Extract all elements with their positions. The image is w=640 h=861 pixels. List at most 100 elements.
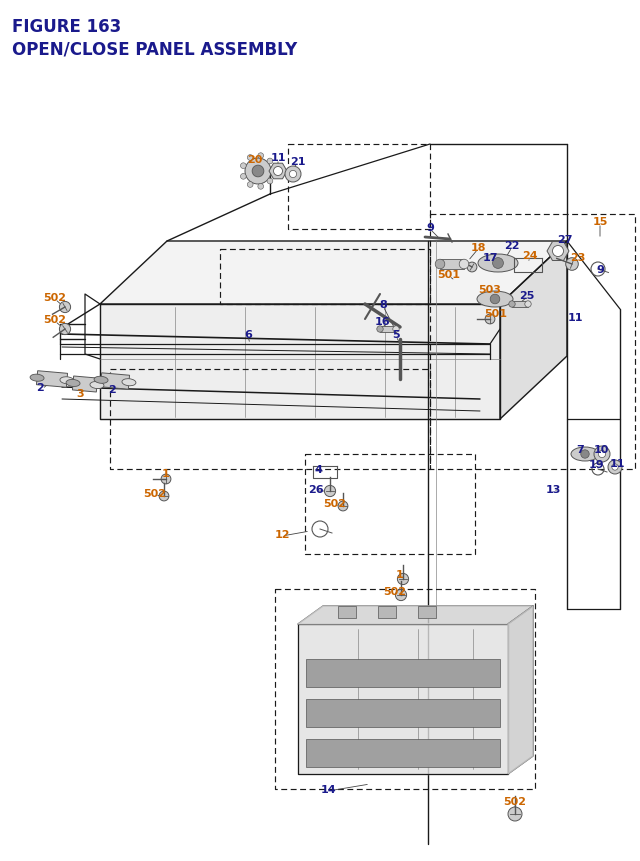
Circle shape: [393, 326, 399, 333]
Text: 502: 502: [44, 293, 67, 303]
Text: 23: 23: [570, 253, 586, 263]
Ellipse shape: [30, 375, 44, 381]
Ellipse shape: [571, 448, 599, 461]
Circle shape: [566, 258, 579, 271]
Text: 24: 24: [522, 251, 538, 261]
Circle shape: [161, 474, 171, 485]
Text: 3: 3: [76, 388, 84, 399]
Bar: [306, 739, 500, 767]
Text: 21: 21: [291, 157, 306, 167]
Polygon shape: [269, 164, 287, 180]
Ellipse shape: [94, 377, 108, 384]
Text: 15: 15: [592, 217, 608, 226]
Text: 11: 11: [567, 313, 583, 323]
Text: 5: 5: [392, 330, 400, 339]
Circle shape: [598, 451, 605, 458]
Text: FIGURE 163: FIGURE 163: [12, 18, 121, 36]
Polygon shape: [500, 242, 567, 419]
Circle shape: [435, 260, 445, 269]
Circle shape: [271, 169, 276, 175]
Text: 19: 19: [588, 460, 604, 469]
Circle shape: [608, 461, 622, 474]
Circle shape: [247, 156, 253, 161]
Ellipse shape: [90, 382, 104, 389]
Circle shape: [247, 183, 253, 189]
Circle shape: [252, 166, 264, 177]
Text: 26: 26: [308, 485, 324, 494]
Circle shape: [467, 263, 477, 273]
Circle shape: [241, 164, 246, 170]
Text: 1: 1: [162, 468, 170, 479]
Text: OPEN/CLOSE PANEL ASSEMBLY: OPEN/CLOSE PANEL ASSEMBLY: [12, 40, 297, 58]
Circle shape: [324, 486, 335, 497]
Circle shape: [273, 167, 282, 177]
Bar: [306, 660, 500, 687]
Circle shape: [267, 179, 273, 184]
Circle shape: [485, 315, 495, 325]
Circle shape: [159, 492, 169, 501]
Bar: [378, 606, 396, 618]
Bar: [512, 301, 528, 308]
Polygon shape: [298, 624, 508, 774]
Polygon shape: [100, 374, 129, 390]
Bar: [306, 699, 500, 728]
Circle shape: [241, 174, 246, 180]
Ellipse shape: [122, 379, 136, 387]
Text: 9: 9: [426, 223, 434, 232]
Circle shape: [258, 184, 264, 190]
Bar: [380, 326, 396, 333]
Circle shape: [612, 464, 618, 471]
Text: 2: 2: [36, 382, 44, 393]
Polygon shape: [36, 371, 68, 387]
Circle shape: [552, 246, 563, 257]
Circle shape: [525, 301, 531, 308]
Text: 22: 22: [504, 241, 520, 251]
Polygon shape: [72, 376, 97, 393]
Text: 27: 27: [557, 235, 573, 245]
Bar: [338, 606, 356, 618]
Text: 501: 501: [438, 269, 461, 280]
Ellipse shape: [478, 255, 518, 273]
Circle shape: [285, 167, 301, 183]
Ellipse shape: [477, 292, 513, 307]
Circle shape: [490, 294, 500, 305]
Polygon shape: [508, 606, 533, 774]
Bar: [418, 606, 436, 618]
Text: 6: 6: [244, 330, 252, 339]
Text: 502: 502: [44, 314, 67, 325]
Text: 503: 503: [479, 285, 501, 294]
Text: 16: 16: [374, 317, 390, 326]
Text: 13: 13: [545, 485, 561, 494]
Circle shape: [245, 158, 271, 185]
Text: 9: 9: [596, 264, 604, 275]
Circle shape: [508, 807, 522, 821]
Text: 8: 8: [379, 300, 387, 310]
Text: 18: 18: [470, 243, 486, 253]
Polygon shape: [547, 242, 569, 261]
Circle shape: [581, 450, 589, 459]
Circle shape: [594, 447, 610, 462]
Circle shape: [60, 324, 70, 335]
Text: 502: 502: [504, 796, 527, 806]
Text: 14: 14: [320, 784, 336, 794]
Text: 1: 1: [396, 569, 404, 579]
Circle shape: [258, 153, 264, 159]
Polygon shape: [100, 305, 500, 419]
Text: 501: 501: [484, 308, 508, 319]
Circle shape: [267, 159, 273, 164]
Ellipse shape: [60, 377, 74, 384]
Polygon shape: [100, 242, 567, 305]
Circle shape: [377, 326, 383, 333]
Text: 20: 20: [247, 155, 262, 164]
Text: 502: 502: [323, 499, 346, 508]
Circle shape: [460, 260, 469, 269]
Circle shape: [338, 501, 348, 511]
Text: 4: 4: [314, 464, 322, 474]
Circle shape: [289, 171, 296, 178]
Text: 11: 11: [270, 152, 285, 163]
Bar: [440, 260, 464, 269]
Text: 17: 17: [483, 253, 498, 263]
Text: 502: 502: [383, 586, 406, 597]
Text: 11: 11: [609, 458, 625, 468]
Circle shape: [493, 258, 504, 269]
